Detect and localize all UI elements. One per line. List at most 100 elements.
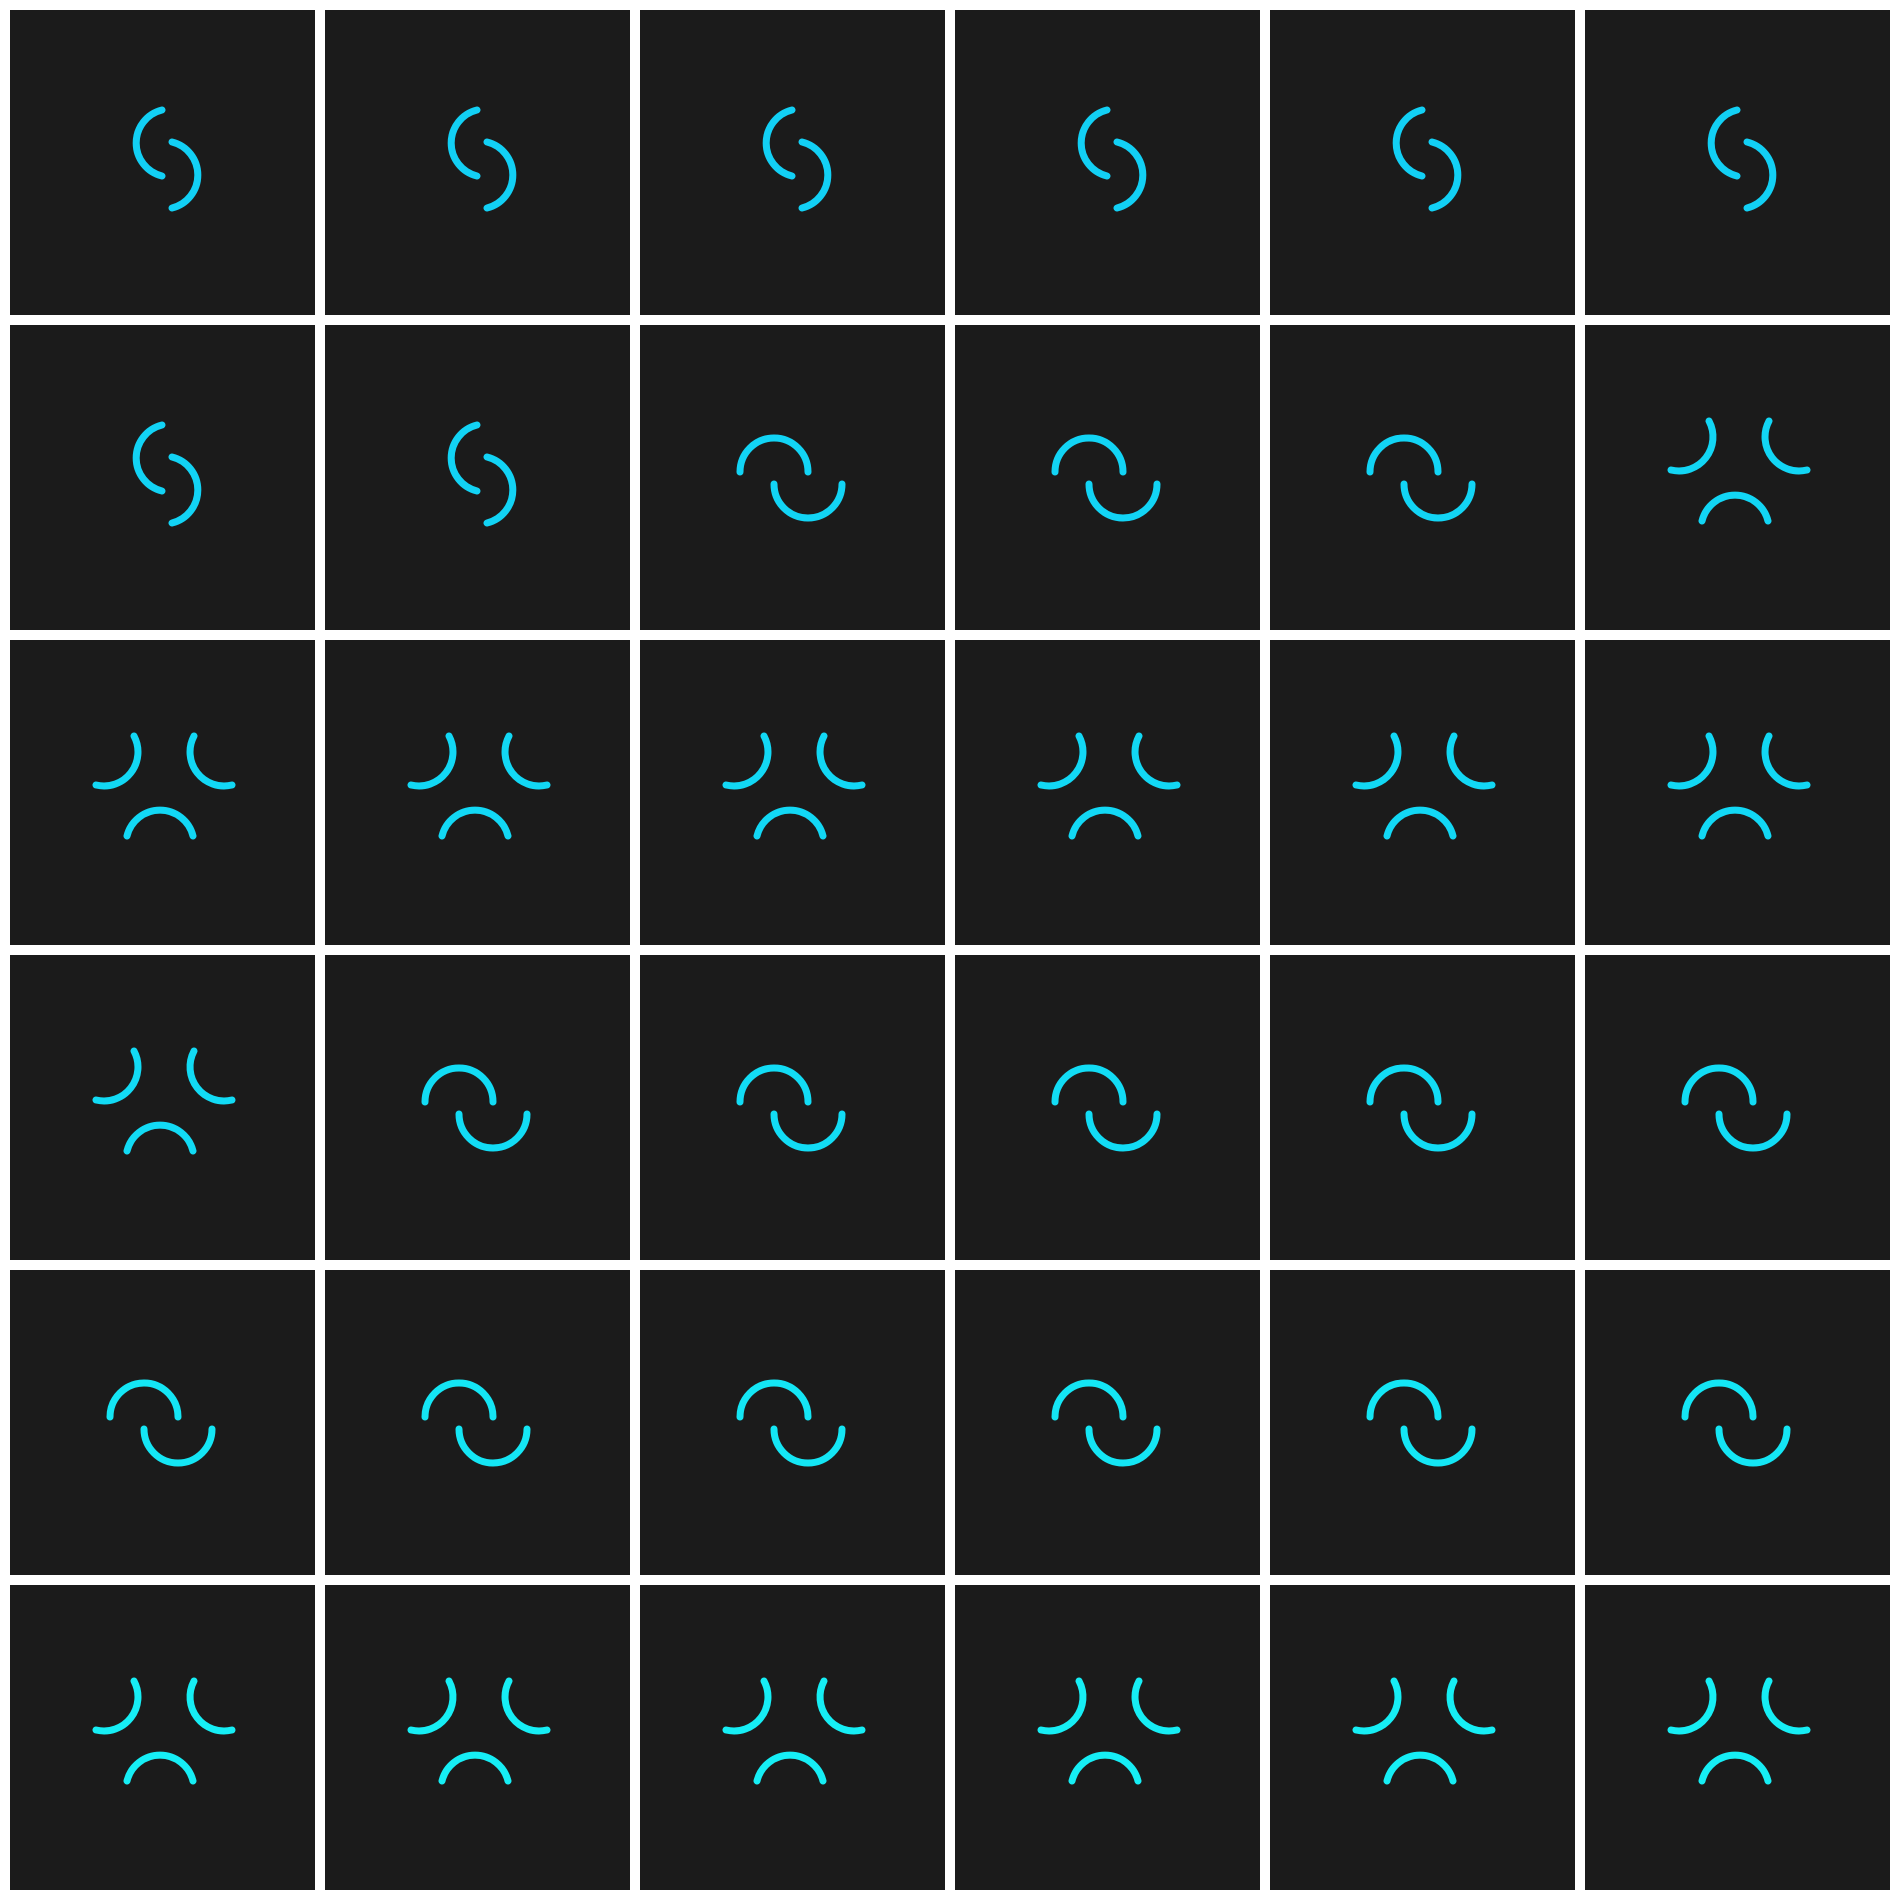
icon-tile [1270, 640, 1575, 945]
icon-tile [955, 640, 1260, 945]
arc-segment [1131, 732, 1181, 790]
arc-segment [1715, 1425, 1791, 1467]
icon-tile [1270, 1270, 1575, 1575]
triple-arc-spinner-icon [1667, 1677, 1811, 1785]
wave-spinner-icon [421, 1064, 531, 1152]
arc-segment [132, 421, 166, 495]
arc-segment [736, 1064, 812, 1106]
icon-tile [640, 10, 945, 315]
icon-tile [1585, 640, 1890, 945]
arc-segment [798, 138, 832, 212]
arc-segment [1077, 106, 1111, 180]
arc-segment [186, 732, 236, 790]
arc-segment [1400, 1425, 1476, 1467]
icon-tile [955, 955, 1260, 1260]
icon-tile [640, 325, 945, 630]
s-spinner-icon [132, 106, 202, 212]
icon-tile [640, 1585, 945, 1890]
arc-segment [1446, 1677, 1496, 1735]
arc-segment [1681, 1379, 1757, 1421]
arc-segment [1698, 1751, 1772, 1785]
arc-segment [123, 1751, 197, 1785]
triple-arc-spinner-icon [92, 732, 236, 840]
wave-spinner-icon [1051, 1379, 1161, 1467]
wave-spinner-icon [1366, 1064, 1476, 1152]
triple-arc-spinner-icon [92, 1677, 236, 1785]
icon-tile [1270, 1585, 1575, 1890]
arc-segment [1085, 1110, 1161, 1152]
arc-segment [1400, 1110, 1476, 1152]
wave-spinner-icon [736, 434, 846, 522]
arc-segment [407, 732, 457, 790]
arc-segment [140, 1425, 216, 1467]
arc-segment [1068, 1751, 1142, 1785]
icon-tile [325, 10, 630, 315]
wave-spinner-icon [421, 1379, 531, 1467]
s-spinner-icon [132, 421, 202, 527]
arc-segment [438, 1751, 512, 1785]
arc-segment [770, 480, 846, 522]
wave-spinner-icon [1051, 1064, 1161, 1152]
arc-segment [1761, 732, 1811, 790]
icon-tile [955, 1270, 1260, 1575]
icon-tile [1585, 1270, 1890, 1575]
triple-arc-spinner-icon [722, 1677, 866, 1785]
wave-spinner-icon [736, 1064, 846, 1152]
icon-tile [10, 1585, 315, 1890]
arc-segment [1698, 491, 1772, 525]
icon-tile [1585, 955, 1890, 1260]
arc-segment [501, 732, 551, 790]
arc-segment [1366, 434, 1442, 476]
arc-segment [1667, 732, 1717, 790]
icon-tile [325, 955, 630, 1260]
arc-segment [816, 732, 866, 790]
arc-segment [447, 421, 481, 495]
arc-segment [1383, 806, 1457, 840]
icon-tile [640, 955, 945, 1260]
arc-segment [132, 106, 166, 180]
triple-arc-spinner-icon [1352, 1677, 1496, 1785]
arc-segment [186, 1047, 236, 1105]
s-spinner-icon [762, 106, 832, 212]
triple-arc-spinner-icon [1352, 732, 1496, 840]
triple-arc-spinner-icon [407, 1677, 551, 1785]
s-spinner-icon [1077, 106, 1147, 212]
icon-tile [1270, 955, 1575, 1260]
arc-segment [1085, 1425, 1161, 1467]
arc-segment [186, 1677, 236, 1735]
arc-segment [1707, 106, 1741, 180]
arc-segment [92, 1677, 142, 1735]
arc-segment [736, 1379, 812, 1421]
arc-segment [1037, 1677, 1087, 1735]
arc-segment [1400, 480, 1476, 522]
arc-segment [1113, 138, 1147, 212]
arc-segment [168, 453, 202, 527]
arc-segment [753, 1751, 827, 1785]
triple-arc-spinner-icon [722, 732, 866, 840]
arc-segment [770, 1110, 846, 1152]
arc-segment [421, 1379, 497, 1421]
icon-tile [1270, 325, 1575, 630]
arc-segment [1761, 417, 1811, 475]
wave-spinner-icon [1681, 1064, 1791, 1152]
arc-segment [501, 1677, 551, 1735]
arc-segment [1698, 806, 1772, 840]
arc-segment [736, 434, 812, 476]
wave-spinner-icon [736, 1379, 846, 1467]
arc-segment [1743, 138, 1777, 212]
icon-tile [325, 325, 630, 630]
s-spinner-icon [1707, 106, 1777, 212]
triple-arc-spinner-icon [1037, 1677, 1181, 1785]
icon-tile [1270, 10, 1575, 315]
arc-segment [123, 1121, 197, 1155]
wave-spinner-icon [1681, 1379, 1791, 1467]
arc-segment [1131, 1677, 1181, 1735]
wave-spinner-icon [1366, 434, 1476, 522]
arc-segment [1446, 732, 1496, 790]
triple-arc-spinner-icon [1037, 732, 1181, 840]
arc-segment [455, 1425, 531, 1467]
arc-segment [92, 1047, 142, 1105]
arc-segment [483, 453, 517, 527]
icon-tile [10, 325, 315, 630]
